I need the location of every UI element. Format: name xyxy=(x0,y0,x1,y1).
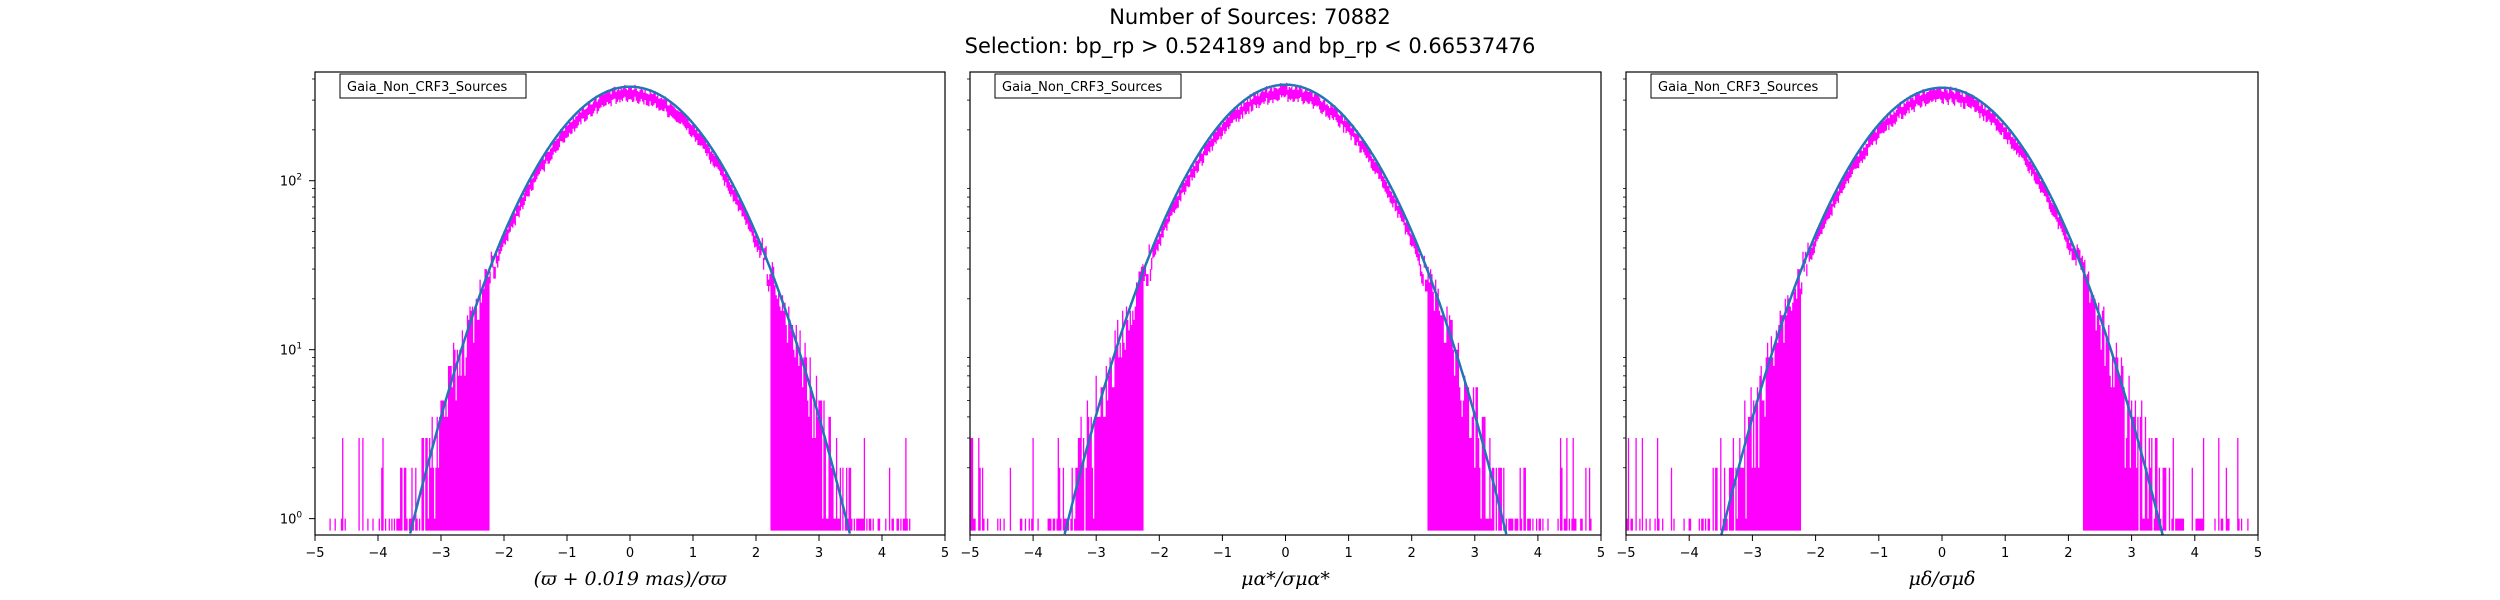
figure-subtitle: Selection: bp_rp > 0.524189 and bp_rp < … xyxy=(964,34,1536,58)
x-tick-label: −1 xyxy=(1213,546,1232,561)
x-tick-label: −3 xyxy=(1743,546,1762,561)
x-tick-label: −2 xyxy=(1150,546,1169,561)
x-tick-label: 4 xyxy=(2191,546,2199,561)
panel-parallax: −5 −4 −3 −2 −1 0 1 2 3 4 5 100 101 102 Gaia_Non_CRF3_S… xyxy=(280,71,949,590)
x-tick-label: −5 xyxy=(960,546,979,561)
gaussian-fit-line xyxy=(1063,83,1508,535)
x-tick-label: 3 xyxy=(2127,546,2135,561)
legend-box xyxy=(1650,73,1838,99)
legend-label: Gaia_Non_CRF3_Sources xyxy=(347,80,508,95)
x-tick-label: 0 xyxy=(1281,546,1289,561)
x-tick-label: 2 xyxy=(1408,546,1416,561)
figure-title: Number of Sources: 70882 xyxy=(1109,5,1391,29)
y-tick-label: 102 xyxy=(280,173,302,190)
legend-label: Gaia_Non_CRF3_Sources xyxy=(1002,80,1163,95)
x-tick-label: 3 xyxy=(815,546,823,561)
axes-frame xyxy=(314,71,946,536)
x-tick-label: 4 xyxy=(1534,546,1542,561)
y-tick-label: 100 xyxy=(280,511,303,528)
x-tick-label: 2 xyxy=(752,546,760,561)
x-tick-label: −2 xyxy=(494,546,513,561)
x-tick-label: −4 xyxy=(368,546,387,561)
x-tick-label: −4 xyxy=(1024,546,1043,561)
y-tick-label: 101 xyxy=(280,342,302,359)
x-axis-label: μα*/σμα* xyxy=(1241,568,1330,590)
histogram-series xyxy=(329,84,911,531)
x-tick-label: 5 xyxy=(941,546,949,561)
legend-label: Gaia_Non_CRF3_Sources xyxy=(1658,80,1819,95)
x-tick-label: −5 xyxy=(1616,546,1635,561)
axes-frame xyxy=(969,71,1602,536)
x-tick-label: −1 xyxy=(1869,546,1888,561)
x-tick-label: −3 xyxy=(431,546,450,561)
histogram-series xyxy=(970,82,1592,531)
x-axis-label: μδ/σμδ xyxy=(1909,568,1976,590)
x-tick-label: 2 xyxy=(2064,546,2072,561)
legend-box xyxy=(339,73,527,99)
x-tick-label: 1 xyxy=(2001,546,2009,561)
x-tick-label: 1 xyxy=(1344,546,1352,561)
x-axis-label: (ϖ + 0.019 mas)/σϖ xyxy=(534,568,727,590)
x-tick-label: 1 xyxy=(689,546,697,561)
panel-pmdec: −5 −4 −3 −2 −1 0 1 2 3 4 5 Gaia_Non_CRF3_Sources μδ/… xyxy=(1616,71,2262,590)
x-tick-label: 0 xyxy=(1938,546,1946,561)
panel-pmra: −5 −4 −3 −2 −1 0 1 2 3 4 5 Gaia_Non_CRF3_Sources μα*… xyxy=(960,71,1605,590)
x-tick-label: −3 xyxy=(1087,546,1106,561)
x-tick-label: 4 xyxy=(878,546,886,561)
x-tick-label: −1 xyxy=(557,546,576,561)
histogram-series xyxy=(1626,86,2249,531)
x-tick-label: 5 xyxy=(2254,546,2262,561)
legend-box xyxy=(994,73,1182,99)
gaussian-fit-line xyxy=(1720,86,2164,535)
x-tick-label: 0 xyxy=(626,546,634,561)
x-tick-label: −4 xyxy=(1680,546,1699,561)
x-tick-label: −5 xyxy=(305,546,324,561)
x-tick-label: −2 xyxy=(1806,546,1825,561)
x-tick-label: 5 xyxy=(1597,546,1605,561)
x-tick-label: 3 xyxy=(1471,546,1479,561)
gaussian-fit-line xyxy=(408,85,852,534)
